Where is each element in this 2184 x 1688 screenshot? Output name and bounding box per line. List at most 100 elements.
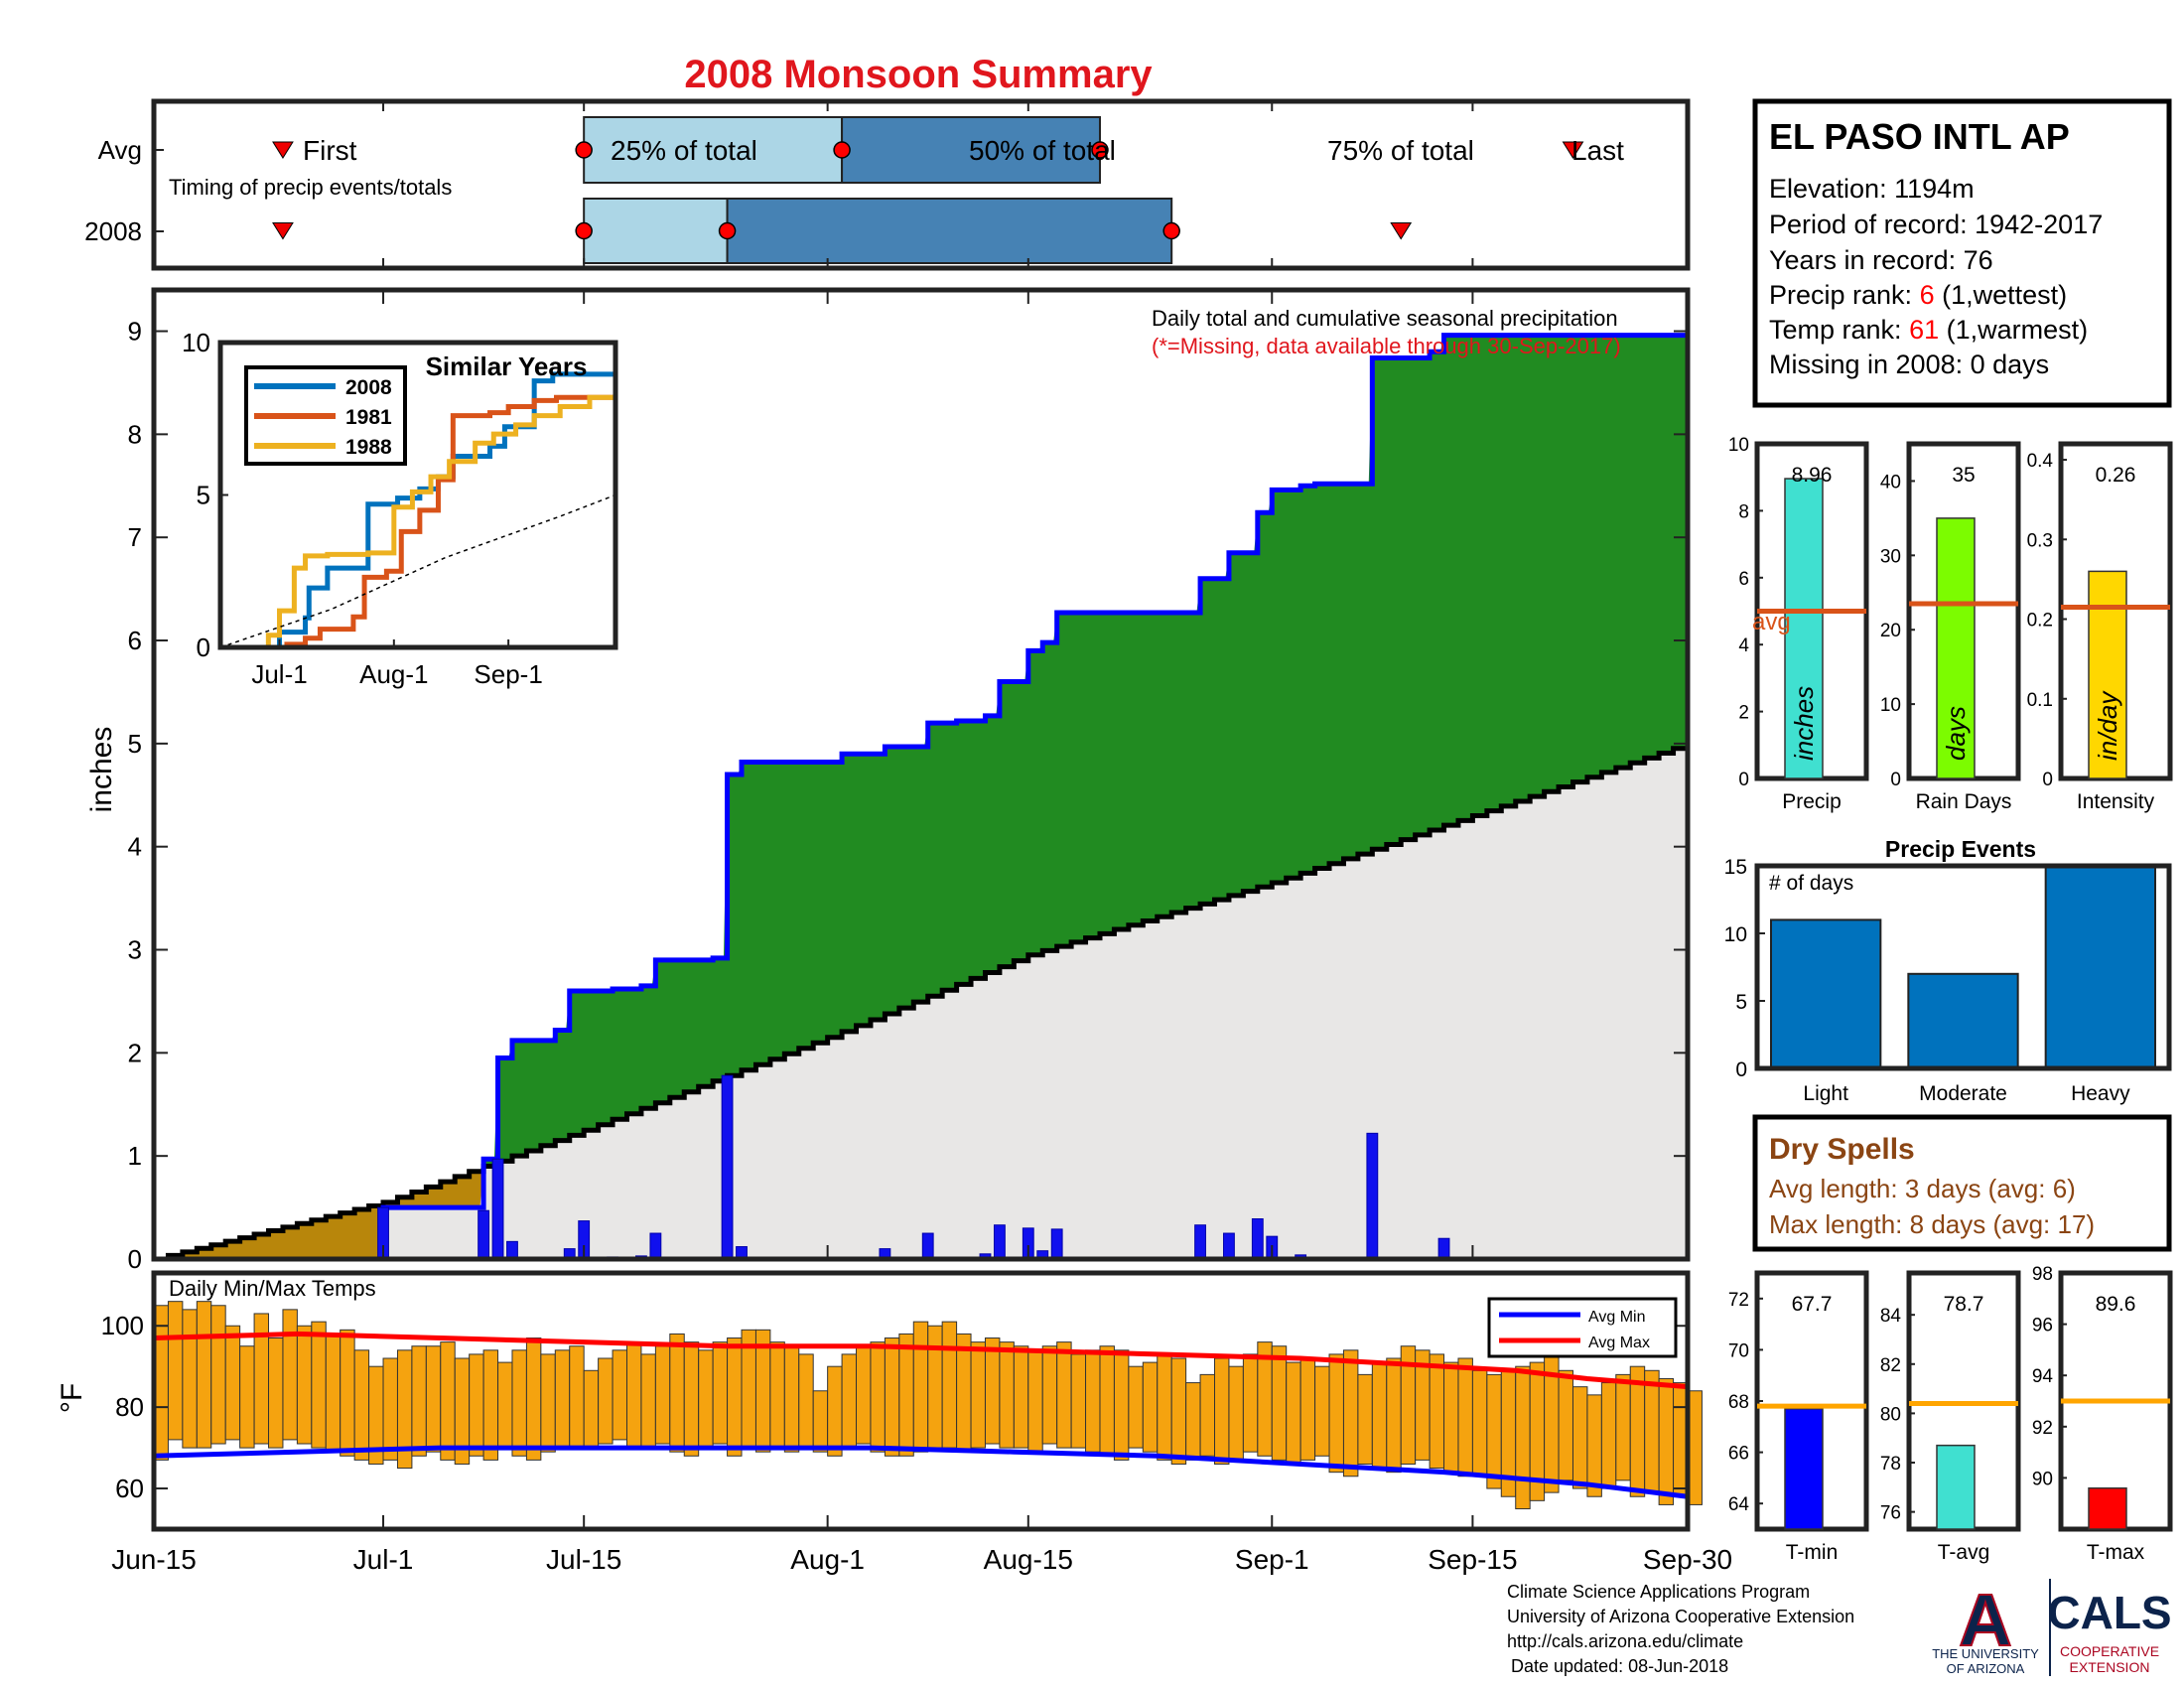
daily-temp-bar: [382, 1357, 398, 1461]
daily-temp-bar: [1142, 1361, 1159, 1453]
daily-temp-bar: [1199, 1373, 1216, 1457]
daily-temp-bar: [440, 1341, 456, 1461]
cals-line1: COOPERATIVE: [2060, 1643, 2159, 1659]
series-1988-line: [220, 391, 618, 650]
daily-precip-bar: [721, 1074, 734, 1260]
inset-y-tick-label: 10: [182, 328, 210, 357]
temp-y-tick-label: 100: [101, 1311, 144, 1340]
daily-temp-bar: [239, 1345, 255, 1449]
temps-y-tick-label: 92: [2032, 1418, 2053, 1439]
daily-temp-bar: [783, 1345, 800, 1453]
totals-y-tick-label: 0.3: [2027, 530, 2053, 551]
main-y-tick-label: 0: [128, 1244, 142, 1274]
temps-y-tick-label: 76: [1880, 1503, 1901, 1524]
daily-temp-bar: [482, 1349, 499, 1461]
temps-value-label: 89.6: [2096, 1293, 2136, 1316]
timing-year-marker-p75: [1162, 221, 1180, 240]
station-precip-rank: Precip rank: 6 (1,wettest): [1769, 280, 2067, 310]
daily-precip-bar: [921, 1232, 934, 1260]
totals-y-tick-label: 6: [1738, 569, 1749, 590]
temp-chart-title: Daily Min/Max Temps: [169, 1276, 376, 1301]
temp-rank-suffix: (1,warmest): [1939, 315, 2088, 345]
temps-bar-1: [1936, 1444, 1976, 1530]
temps-y-tick-label: 82: [1880, 1355, 1901, 1376]
daily-temp-bar: [1443, 1361, 1459, 1474]
daily-temp-bar: [1286, 1361, 1301, 1465]
daily-temp-bar: [353, 1349, 370, 1461]
temps-y-tick-label: 78: [1880, 1454, 1901, 1475]
temperature-chart: 60 80 100 Daily Min/Max Temps °F Avg Min A…: [56, 1270, 1703, 1532]
daily-temp-bar: [1429, 1353, 1445, 1470]
daily-temp-bar: [1314, 1365, 1330, 1457]
main-chart-title: Daily total and cumulative seasonal prec…: [1152, 306, 1618, 331]
events-title: Precip Events: [1885, 836, 2036, 862]
main-plot-area: 0 1 2 3 4 5 6 7 8 9: [128, 287, 1691, 1274]
totals-value-label: 35: [1952, 464, 1975, 487]
totals-value-label: 8.96: [1792, 464, 1833, 487]
temps-y-tick-label: 68: [1728, 1392, 1749, 1413]
totals-y-tick-label: 20: [1880, 621, 1901, 641]
daily-temp-bar: [941, 1321, 958, 1449]
totals-y-tick-label: 10: [1880, 695, 1901, 716]
temp-plot-area: 60 80 100: [101, 1270, 1703, 1532]
events-y-tick-label: 5: [1735, 991, 1747, 1014]
daily-precip-bar: [649, 1232, 662, 1260]
temps-y-tick-label: 90: [2032, 1469, 2053, 1489]
timing-year-marker-p25: [575, 221, 593, 240]
daily-precip-bar: [491, 1158, 504, 1260]
timing-frame: [151, 98, 1691, 271]
timing-avg-marker-p50: [833, 141, 851, 159]
daily-temp-bar: [669, 1333, 685, 1453]
daily-temp-bar: [1157, 1353, 1172, 1461]
daily-temp-bar: [1471, 1369, 1488, 1477]
timing-bars: [272, 116, 1584, 264]
daily-temp-bar: [1099, 1345, 1115, 1457]
daily-temp-bar: [210, 1305, 226, 1445]
daily-temp-bar: [769, 1341, 785, 1449]
temps-y-tick-label: 94: [2032, 1366, 2054, 1387]
avg-min-legend-label: Avg Min: [1588, 1309, 1646, 1326]
events-bar-moderate: [1907, 972, 2019, 1069]
daily-temp-bar: [625, 1341, 642, 1449]
season-temps-panels: 67.7 T-min 64 66 68 70 72 78.7 T-avg 76 78 80 82 84 89…: [1728, 1264, 2173, 1564]
daily-temp-bar: [1615, 1373, 1631, 1481]
avg-max-line: [153, 1331, 1689, 1390]
daily-temp-bar: [856, 1345, 872, 1445]
temps-bar-2: [2088, 1486, 2127, 1530]
daily-temp-bar: [1629, 1365, 1646, 1497]
totals-unit-label: inches: [1789, 686, 1819, 761]
inset-x-tick-label: Jul-1: [251, 659, 307, 689]
temps-y-tick-label: 64: [1728, 1494, 1750, 1515]
footer-line4: Date updated: 08-Jun-2018: [1511, 1656, 1728, 1676]
daily-temp-bar: [182, 1309, 198, 1449]
timing-row-avg: Avg: [98, 135, 142, 165]
main-chart-subtitle: (*=Missing, data available through 30-Se…: [1152, 334, 1621, 358]
precip-rank-suffix: (1,wettest): [1935, 280, 2068, 310]
timing-subtitle: Timing of precip events/totals: [169, 175, 452, 200]
daily-temp-bar: [1371, 1361, 1388, 1470]
daily-temp-bar: [1571, 1386, 1588, 1489]
daily-temp-bar: [425, 1345, 442, 1453]
station-info-box: EL PASO INTL AP Elevation: 1194m Period …: [1752, 98, 2172, 408]
timing-year-q2-bar: [726, 198, 1173, 264]
daily-temp-bar: [1085, 1349, 1101, 1453]
temp-rank-prefix: Temp rank:: [1769, 315, 1909, 345]
main-plot-frame: [151, 287, 1691, 1262]
daily-precip-bar: [1251, 1218, 1264, 1260]
daily-temp-bar: [1228, 1365, 1244, 1461]
daily-temp-bar: [469, 1353, 484, 1457]
daily-temp-bar: [683, 1341, 700, 1457]
totals-category-label: Rain Days: [1916, 790, 2012, 813]
timing-avg-marker-p75: [1091, 141, 1109, 159]
events-plot-area: Light Moderate Heavy 0 5 10 15: [1724, 856, 2172, 1105]
daily-temp-bar: [927, 1325, 943, 1449]
dry-spells-frame: [1752, 1114, 2172, 1252]
timing-avg-q1-bar: [583, 116, 844, 184]
daily-temp-bar: [554, 1349, 571, 1449]
daily-temp-bar: [1041, 1345, 1058, 1445]
daily-temp-bar: [984, 1337, 1001, 1445]
daily-temp-bar: [1600, 1382, 1617, 1489]
daily-temp-bar: [884, 1337, 900, 1457]
daily-temp-bar: [598, 1357, 614, 1445]
